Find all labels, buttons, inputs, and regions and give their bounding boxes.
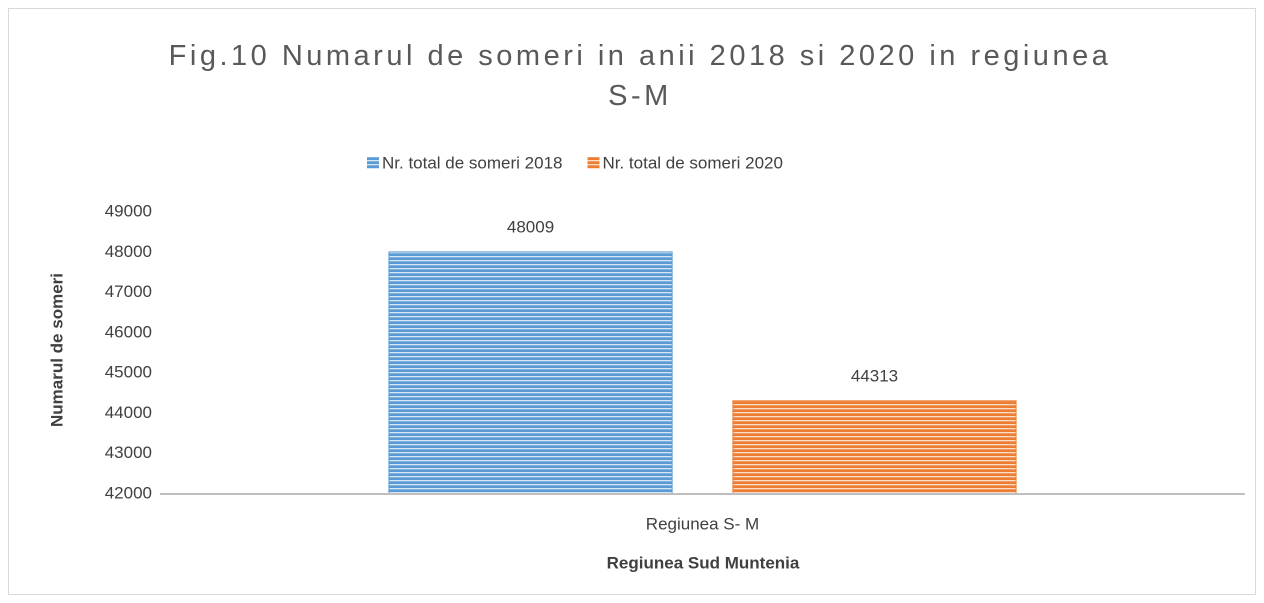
y-tick-label: 43000 xyxy=(105,443,152,462)
data-label: 44313 xyxy=(851,366,898,385)
y-tick-label: 45000 xyxy=(105,363,152,382)
x-axis-title: Regiunea Sud Muntenia xyxy=(607,553,800,572)
y-tick-label: 47000 xyxy=(105,282,152,301)
data-label: 48009 xyxy=(507,217,554,236)
y-tick-label: 49000 xyxy=(105,201,152,220)
y-tick-label: 46000 xyxy=(105,322,152,341)
x-tick-label: Regiunea S- M xyxy=(646,514,759,533)
legend-swatch xyxy=(367,157,379,169)
legend-label: Nr. total de someri 2020 xyxy=(602,153,782,172)
legend-swatch xyxy=(587,157,600,169)
y-axis-title: Numarul de someri xyxy=(47,273,66,427)
y-tick-label: 42000 xyxy=(105,483,152,502)
y-tick-label: 48000 xyxy=(105,242,152,261)
bar xyxy=(388,251,673,495)
y-tick-label: 44000 xyxy=(105,403,152,422)
legend-label: Nr. total de someri 2018 xyxy=(382,153,562,172)
chart-title: Fig.10 Numarul de someri in anii 2018 si… xyxy=(168,40,1112,112)
chart-border xyxy=(8,8,1256,595)
bar xyxy=(732,400,1017,495)
